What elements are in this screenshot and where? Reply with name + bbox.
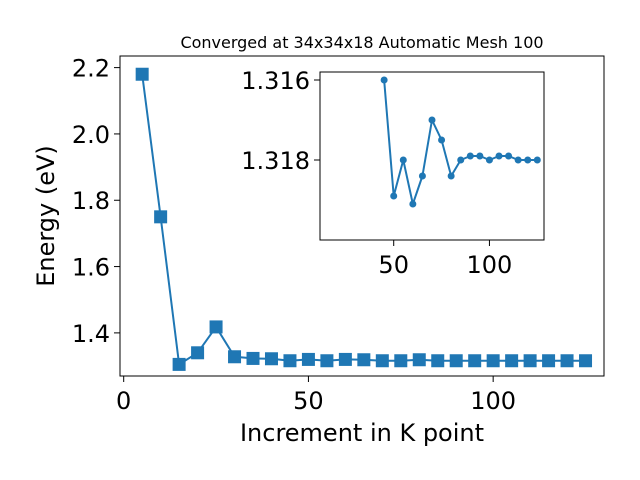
inset-data-point bbox=[524, 156, 532, 164]
main-data-point bbox=[338, 352, 352, 366]
y-tick-label: 1.6 bbox=[72, 254, 110, 282]
main-data-point bbox=[486, 354, 500, 368]
inset-data-point bbox=[505, 152, 513, 160]
inset-data-point bbox=[457, 156, 465, 164]
inset-data-point bbox=[438, 136, 446, 144]
main-axes-frame bbox=[119, 55, 605, 377]
main-data-point bbox=[394, 354, 408, 368]
main-data-point bbox=[320, 354, 334, 368]
main-data-point bbox=[209, 320, 223, 334]
y-tick-label: 1.4 bbox=[72, 320, 110, 348]
main-data-point bbox=[154, 210, 168, 224]
inset-data-point bbox=[447, 172, 455, 180]
inset-series bbox=[380, 76, 541, 208]
inset-data-point bbox=[485, 156, 493, 164]
main-data-point bbox=[357, 353, 371, 367]
main-data-point bbox=[579, 354, 593, 368]
inset-data-point bbox=[476, 152, 484, 160]
x-tick-label: 100 bbox=[470, 387, 516, 415]
x-tick-label: 0 bbox=[116, 387, 131, 415]
inset-data-point bbox=[390, 192, 398, 200]
main-data-point bbox=[191, 346, 205, 360]
y-tick-label: 2.0 bbox=[72, 121, 110, 149]
main-data-point bbox=[542, 354, 556, 368]
main-ticks: 0 50 100 1.4 1.6 1.8 2.0 2.2 bbox=[72, 55, 516, 415]
inset-data-point bbox=[428, 116, 436, 124]
main-data-point bbox=[431, 354, 445, 368]
inset-data-point bbox=[495, 152, 503, 160]
inset-axes-frame bbox=[319, 71, 545, 241]
y-tick-label: 2.2 bbox=[72, 55, 110, 83]
main-data-point bbox=[468, 354, 482, 368]
inset-data-point bbox=[466, 152, 474, 160]
inset-x-tick-label: 50 bbox=[378, 251, 409, 279]
main-data-point bbox=[412, 353, 426, 367]
main-data-point bbox=[301, 352, 315, 366]
x-tick-label: 50 bbox=[293, 387, 324, 415]
main-data-point bbox=[560, 354, 574, 368]
main-data-point bbox=[135, 67, 149, 81]
x-axis-label: Increment in K point bbox=[240, 419, 484, 447]
main-data-point bbox=[172, 357, 186, 371]
y-tick-label: 1.8 bbox=[72, 187, 110, 215]
main-data-point bbox=[523, 354, 537, 368]
chart-title: Converged at 34x34x18 Automatic Mesh 100 bbox=[180, 33, 543, 52]
y-axis-label: Energy (eV) bbox=[32, 145, 60, 287]
main-data-point bbox=[375, 354, 389, 368]
inset-data-point bbox=[533, 156, 541, 164]
main-data-point bbox=[228, 350, 242, 364]
inset-data-point bbox=[514, 156, 522, 164]
inset-ticks: 50 100 1.316 1.318 bbox=[241, 67, 512, 279]
inset-data-point bbox=[418, 172, 426, 180]
inset-data-point bbox=[409, 200, 417, 208]
inset-data-point bbox=[399, 156, 407, 164]
main-series bbox=[135, 67, 593, 371]
inset-x-tick-label: 100 bbox=[467, 251, 513, 279]
inset-data-point bbox=[380, 76, 388, 84]
main-data-point bbox=[505, 354, 519, 368]
main-data-point bbox=[449, 354, 463, 368]
main-data-point bbox=[264, 352, 278, 366]
inset-y-tick-label: 1.318 bbox=[241, 147, 310, 175]
main-data-point bbox=[246, 351, 260, 365]
main-data-point bbox=[283, 354, 297, 368]
inset-y-tick-label: 1.316 bbox=[241, 67, 310, 95]
